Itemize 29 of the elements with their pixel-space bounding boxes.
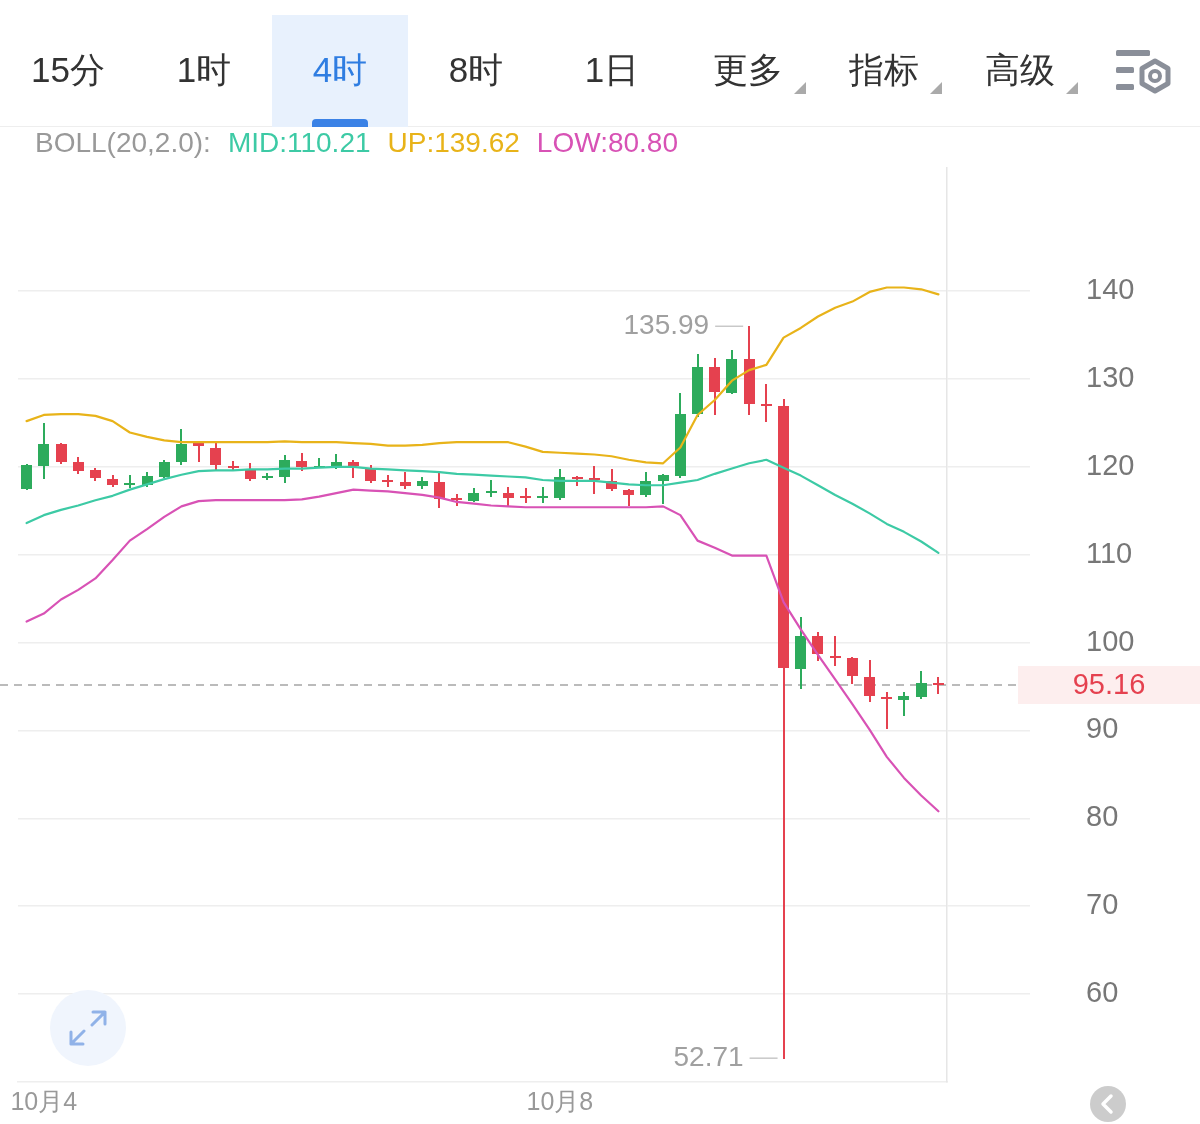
text: 1时 bbox=[176, 48, 232, 91]
candlestick bbox=[881, 692, 892, 729]
text: 高级 bbox=[985, 48, 1055, 91]
annotation: 135.99 bbox=[623, 309, 710, 340]
candlestick bbox=[830, 636, 841, 666]
text: 8时 bbox=[448, 48, 504, 91]
y-tick-label: 120 bbox=[1086, 448, 1135, 481]
x-tick-label: 10月4 bbox=[10, 1086, 78, 1115]
y-tick-label: 70 bbox=[1086, 888, 1119, 921]
y-tick-label: 100 bbox=[1086, 624, 1135, 657]
text: UP:139.62 bbox=[387, 126, 520, 158]
text: LOW:80.80 bbox=[536, 126, 678, 158]
y-tick-label: 140 bbox=[1086, 273, 1135, 306]
y-tick-label: 80 bbox=[1086, 800, 1119, 833]
annotation: 52.71 bbox=[673, 1040, 744, 1072]
text: 4时 bbox=[312, 48, 368, 91]
text: 1日 bbox=[584, 48, 640, 91]
text: MID:110.21 bbox=[227, 126, 371, 158]
y-tick-label: 110 bbox=[1086, 536, 1133, 569]
text: 95.16 bbox=[1072, 668, 1146, 701]
text: 更多 bbox=[713, 48, 783, 91]
y-tick-label: 60 bbox=[1086, 976, 1119, 1009]
legend-title: BOLL(20,2.0): bbox=[35, 126, 211, 158]
text: 15分 bbox=[31, 48, 105, 91]
x-tick-label: 10月8 bbox=[526, 1086, 594, 1115]
text: 指标 bbox=[849, 48, 919, 91]
candlestick bbox=[761, 384, 772, 422]
y-tick-label: 90 bbox=[1086, 712, 1119, 745]
y-tick-label: 130 bbox=[1086, 360, 1135, 393]
